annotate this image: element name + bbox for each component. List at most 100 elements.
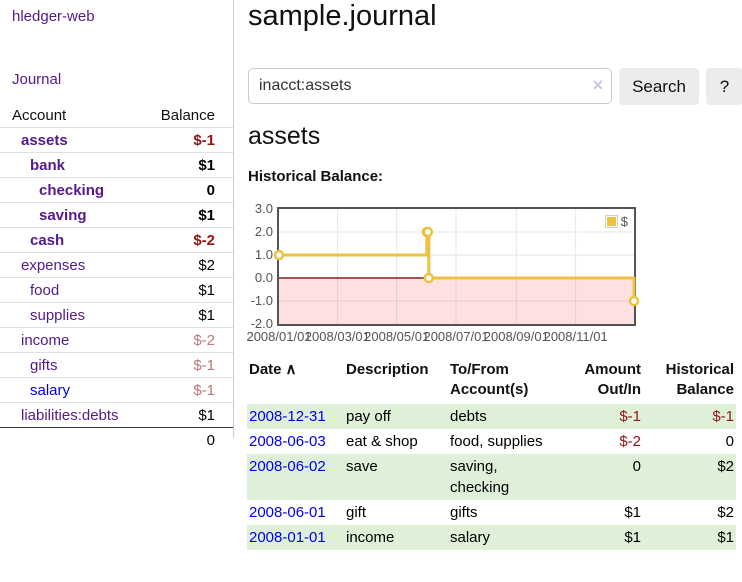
description-cell: pay off bbox=[346, 408, 391, 425]
y-tick-label: 2.0 bbox=[254, 224, 273, 239]
accounts-cell: salary bbox=[450, 529, 491, 546]
account-balance: $1 bbox=[198, 306, 215, 324]
column-header[interactable]: Historical Balance bbox=[643, 358, 736, 404]
amount-cell: $-1 bbox=[619, 408, 641, 425]
balance-cell: $-1 bbox=[712, 408, 734, 425]
account-balance: $-2 bbox=[193, 331, 215, 349]
amount-cell: 0 bbox=[632, 458, 641, 475]
sidebar-account-link[interactable]: expenses bbox=[21, 256, 86, 274]
help-button[interactable]: ? bbox=[706, 68, 742, 105]
column-header[interactable]: Amount Out/In bbox=[558, 358, 643, 404]
sidebar-account-link[interactable]: saving bbox=[39, 206, 87, 224]
balance-cell: $2 bbox=[717, 458, 734, 475]
sidebar-account-row: saving $1 bbox=[0, 202, 233, 227]
account-balance: $1 bbox=[198, 281, 215, 299]
plot-area: $ bbox=[273, 207, 640, 326]
sidebar-account-row: checking 0 bbox=[0, 177, 233, 202]
transaction-date-cell: 2008-06-01 bbox=[247, 500, 344, 525]
sidebar-item-journal[interactable]: Journal bbox=[12, 71, 62, 88]
sidebar-account-link[interactable]: checking bbox=[39, 181, 105, 199]
transaction-date-cell: 2008-06-03 bbox=[247, 429, 344, 454]
transaction-row: 2008-06-02 save saving, checking 0 $2 bbox=[247, 454, 736, 500]
balance-cell: $2 bbox=[717, 504, 734, 521]
sidebar-account-row: expenses $2 bbox=[0, 252, 233, 277]
column-header-label: Date bbox=[249, 361, 282, 378]
chart-legend: $ bbox=[602, 213, 630, 230]
sidebar-account-link[interactable]: assets bbox=[21, 131, 68, 149]
accounts-cell: saving, checking bbox=[450, 458, 510, 496]
description-cell: save bbox=[346, 458, 378, 475]
amount-cell: $-2 bbox=[619, 433, 641, 450]
column-header-label: Description bbox=[346, 361, 429, 378]
balance-cell: $1 bbox=[717, 529, 734, 546]
main-content: sample.journal × Search ? assets Histori… bbox=[246, 0, 742, 582]
transaction-date-link[interactable]: 2008-06-01 bbox=[249, 504, 326, 521]
sidebar-account-row: cash $-2 bbox=[0, 227, 233, 252]
legend-swatch-icon bbox=[604, 215, 618, 228]
account-balance: $1 bbox=[198, 206, 215, 224]
sidebar-account-row: gifts $-1 bbox=[0, 352, 233, 377]
y-tick-label: -1.0 bbox=[250, 293, 273, 308]
transaction-date-link[interactable]: 2008-01-01 bbox=[249, 529, 326, 546]
accounts-cell: gifts bbox=[450, 504, 478, 521]
sidebar-account-link[interactable]: gifts bbox=[30, 356, 58, 374]
page-title: sample.journal bbox=[248, 0, 437, 32]
accounts-cell: food, supplies bbox=[450, 433, 543, 450]
transaction-row: 2008-06-01 gift gifts $1 $2 bbox=[247, 500, 736, 525]
clear-search-icon[interactable]: × bbox=[592, 75, 603, 95]
x-tick-label: 2008/07/01 bbox=[423, 329, 489, 344]
column-header-label: To/From Account(s) bbox=[450, 361, 529, 398]
transactions-table: Date ∧ Description To/From Account(s) Amount… bbox=[247, 358, 736, 550]
sidebar-account-link[interactable]: supplies bbox=[30, 306, 86, 324]
sidebar-account-link[interactable]: cash bbox=[30, 231, 65, 249]
sidebar: hledger-web Journal Account Balance asse… bbox=[0, 0, 234, 449]
sidebar-account-row: salary $-1 bbox=[0, 377, 233, 402]
y-tick-label: 1.0 bbox=[254, 247, 273, 262]
search-form: × Search ? bbox=[248, 68, 742, 105]
transaction-date-cell: 2008-12-31 bbox=[247, 404, 344, 429]
transaction-row: 2008-01-01 income salary $1 $1 bbox=[247, 525, 736, 550]
sidebar-account-row: assets $-1 bbox=[0, 127, 233, 152]
account-tree-header: Account Balance bbox=[0, 103, 233, 127]
transaction-date-link[interactable]: 2008-06-02 bbox=[249, 458, 326, 475]
amount-cell: $1 bbox=[624, 504, 641, 521]
x-tick-label: 2008/01/01 bbox=[246, 329, 312, 344]
account-tree: Account Balance assets $-1 bank $1 checking 0… bbox=[0, 103, 233, 452]
account-rows: assets $-1 bank $1 checking 0 saving $1 cash $-2 e… bbox=[0, 127, 233, 427]
brand-link[interactable]: hledger-web bbox=[12, 8, 95, 25]
account-column-header: Account bbox=[12, 106, 67, 124]
amount-cell: $1 bbox=[624, 529, 641, 546]
y-tick-label: -2.0 bbox=[250, 316, 273, 331]
search-input[interactable] bbox=[248, 68, 612, 104]
chart-title: Historical Balance: bbox=[248, 168, 384, 185]
transaction-date-link[interactable]: 2008-06-03 bbox=[249, 433, 326, 450]
x-tick-label: 2008/09/01 bbox=[483, 329, 549, 344]
column-header[interactable]: Date ∧ bbox=[247, 358, 344, 404]
account-balance: 0 bbox=[206, 181, 215, 199]
transaction-date-cell: 2008-06-02 bbox=[247, 454, 344, 500]
sidebar-account-link[interactable]: income bbox=[21, 331, 70, 349]
transaction-row: 2008-06-03 eat & shop food, supplies $-2 0 bbox=[247, 429, 736, 454]
x-tick-label: 2008/11/01 bbox=[543, 329, 608, 344]
sidebar-account-link[interactable]: salary bbox=[30, 381, 71, 399]
x-tick-label: 2008/05/01 bbox=[364, 329, 430, 344]
account-total-row: 0 bbox=[0, 427, 233, 452]
y-tick-label: 0.0 bbox=[254, 270, 273, 285]
account-balance: $1 bbox=[198, 156, 215, 174]
description-cell: eat & shop bbox=[346, 433, 418, 450]
column-header[interactable]: Description bbox=[344, 358, 448, 404]
balance-column-header: Balance bbox=[160, 106, 215, 124]
sidebar-account-link[interactable]: bank bbox=[30, 156, 66, 174]
sidebar-account-row: bank $1 bbox=[0, 152, 233, 177]
column-header[interactable]: To/From Account(s) bbox=[448, 358, 558, 404]
transaction-date-link[interactable]: 2008-12-31 bbox=[249, 408, 326, 425]
search-button[interactable]: Search bbox=[619, 68, 699, 105]
column-header-label: Historical Balance bbox=[665, 361, 734, 398]
historical-balance-chart: $ 3.0 2.0 1.0 0.0 -1.0 -2.0 2008/01/01 2008/03/… bbox=[246, 200, 737, 352]
sidebar-account-link[interactable]: liabilities:debts bbox=[21, 406, 119, 424]
transaction-date-cell: 2008-01-01 bbox=[247, 525, 344, 550]
accounts-cell: debts bbox=[450, 408, 487, 425]
legend-label: $ bbox=[620, 214, 628, 229]
sidebar-account-link[interactable]: food bbox=[30, 281, 60, 299]
sort-ascending-icon: ∧ bbox=[285, 361, 297, 378]
